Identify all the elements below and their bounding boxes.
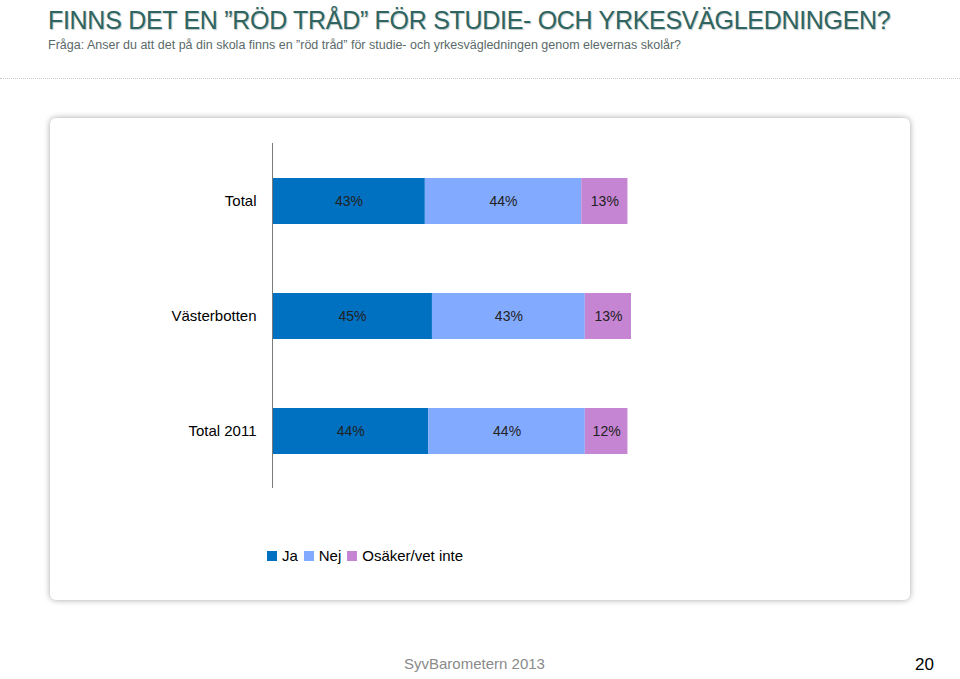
html-text:Ja: Ja [281,547,298,564]
html-text:Osäker/vet inte: Osäker/vet inte [362,547,464,564]
svg-text:44%: 44% [493,423,521,439]
svg-text:12%: 12% [593,423,621,439]
html-text:20: 20 [915,655,934,674]
html-text:FINNS DET EN ”RÖD TRÅD” FÖR ST: FINNS DET EN ”RÖD TRÅD” FÖR STUDIE- OCH … [48,6,891,34]
svg-text:44%: 44% [490,193,518,209]
svg-text:43%: 43% [335,193,363,209]
svg-text:45%: 45% [338,308,366,324]
html-text:Nej: Nej [318,547,342,564]
svg-text:13%: 13% [594,308,622,324]
svg-text:43%: 43% [495,308,523,324]
html-text:SyvBarometern 2013: SyvBarometern 2013 [404,655,545,672]
html-text:Fråga: Anser du att det på din: Fråga: Anser du att det på din skola fin… [48,38,681,52]
svg-text:44%: 44% [337,423,365,439]
svg-text:13%: 13% [591,193,619,209]
svg-text:Total 2011: Total 2011 [188,422,256,439]
svg-text:Total: Total [225,192,257,209]
svg-text:Västerbotten: Västerbotten [171,307,256,324]
